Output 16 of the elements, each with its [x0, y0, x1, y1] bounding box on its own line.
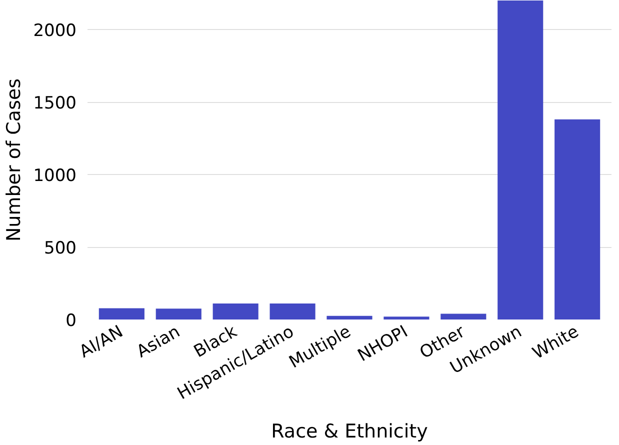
x-axis-title: Race & Ethnicity [271, 420, 428, 443]
y-axis-title: Number of Cases [3, 78, 26, 242]
bar [326, 316, 372, 320]
bar [440, 314, 486, 320]
bar [98, 308, 144, 320]
bar [212, 304, 258, 320]
bar [156, 308, 202, 320]
y-tick-label: 500 [44, 238, 77, 258]
bar [270, 304, 316, 320]
y-tick-label: 1500 [33, 94, 76, 114]
y-tick-label: 2000 [33, 21, 76, 41]
bar [498, 0, 544, 320]
y-tick-label: 1000 [33, 166, 76, 186]
bar [384, 316, 430, 320]
y-tick-label: 0 [66, 311, 77, 331]
bar [554, 119, 600, 320]
